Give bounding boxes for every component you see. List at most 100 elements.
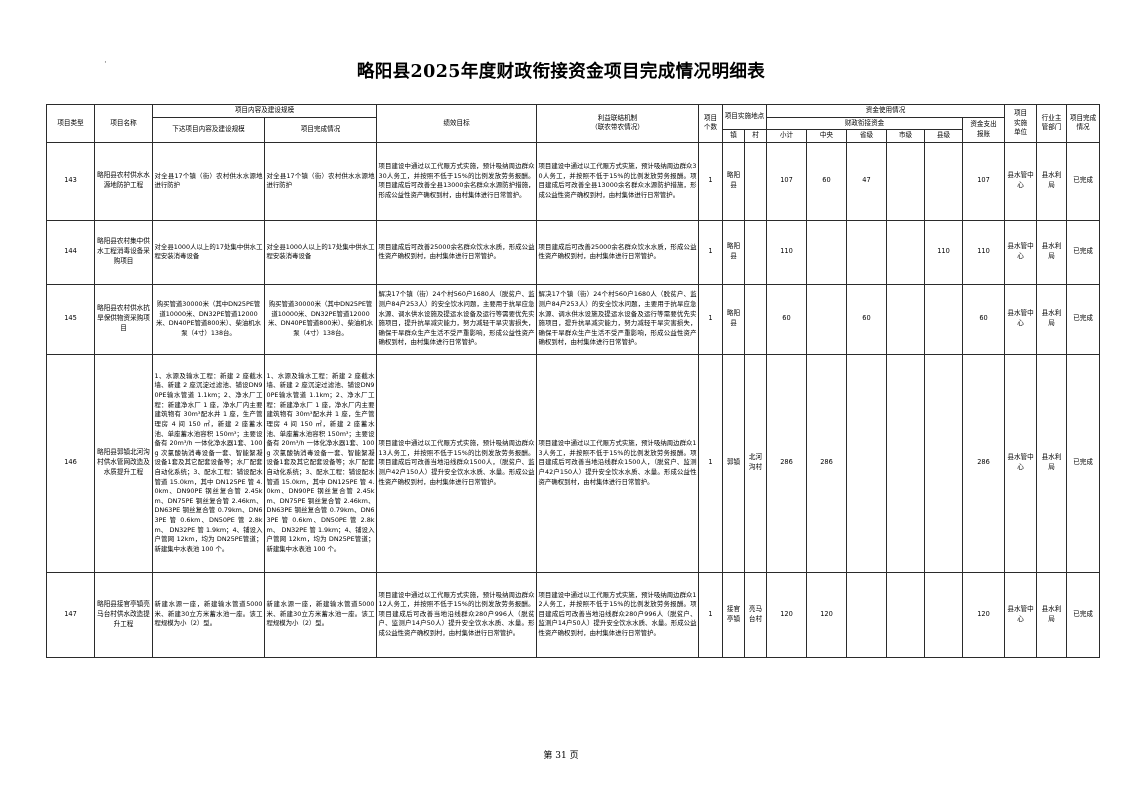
cell-content-completed: 对全县1000人以上的17处集中供水工程安装消毒设备 <box>264 219 377 285</box>
cell-county <box>924 353 963 573</box>
cell-location-town: 略阳县 <box>722 283 745 355</box>
cell-expenditure: 120 <box>961 571 1006 658</box>
th-project-name: 项目名称 <box>94 104 153 143</box>
cell-performance-goal: 项目建成后可改善25000余名群众饮水水质，形成公益性资产确权到村，由村集体进行… <box>376 219 537 285</box>
cell-supervising-dept: 县水利局 <box>1036 571 1068 658</box>
th-expenditure-line1: 资金支出 <box>970 120 997 129</box>
cell-project-name: 略阳县接官亭镇亮马台村供水改造提升工程 <box>94 571 153 658</box>
cell-central: 60 <box>806 141 847 221</box>
cell-project-type: 144 <box>46 219 95 285</box>
cell-location-town: 郭镇 <box>722 353 745 573</box>
cell-supervising-dept: 县水利局 <box>1036 283 1068 355</box>
th-content-issued: 下达项目内容及建设规模 <box>152 116 265 143</box>
cell-expenditure: 107 <box>961 141 1006 221</box>
cell-impl-unit: 县水管中心 <box>1004 141 1038 221</box>
th-supervising-dept: 行业主 管部门 <box>1036 104 1068 143</box>
th-expenditure: 资金支出 报账 <box>961 116 1006 143</box>
cell-central: 120 <box>806 571 847 658</box>
th-project-count-line1: 项目 <box>703 113 718 122</box>
cell-county <box>924 283 963 355</box>
cell-county: 110 <box>924 219 963 285</box>
cell-municipal <box>886 353 925 573</box>
cell-completion-status: 已完成 <box>1066 571 1101 658</box>
cell-project-type: 145 <box>46 283 95 355</box>
cell-central: 286 <box>806 353 847 573</box>
cell-impl-unit: 县水管中心 <box>1004 353 1038 573</box>
cell-location-town: 略阳县 <box>722 141 745 221</box>
th-project-type: 项目类型 <box>46 104 95 143</box>
cell-content-completed: 1、水源及输水工程：新建 2 座截水墙、新建 2 座沉淀过滤池、铺设DN90PE… <box>264 353 377 573</box>
cell-completion-status: 已完成 <box>1066 353 1101 573</box>
cell-supervising-dept: 县水利局 <box>1036 353 1068 573</box>
th-supervising-dept-line2: 管部门 <box>1041 123 1062 132</box>
cell-project-name: 略阳县郭镇北河沟村供水管网改造及水质提升工程 <box>94 353 153 573</box>
th-linked-fund: 财政衔接资金 <box>766 116 963 131</box>
cell-subtotal: 107 <box>766 141 807 221</box>
cell-location-town: 接官亭镇 <box>722 571 745 658</box>
cell-subtotal: 120 <box>766 571 807 658</box>
th-provincial: 省级 <box>846 129 887 143</box>
th-county: 县级 <box>924 129 963 143</box>
th-subtotal: 小计 <box>766 129 807 143</box>
cell-municipal <box>886 571 925 658</box>
th-benefit-mechanism: 利益联结机制 （联农带农情况） <box>536 104 699 143</box>
th-impl-unit-line3: 单位 <box>1013 128 1028 137</box>
th-content-completed: 项目完成情况 <box>264 116 377 143</box>
th-location-village: 村 <box>744 129 767 143</box>
cell-benefit-mechanism: 项目建设中通过以工代赈方式实施，预计吸纳周边群众13人务工，并按照不低于15%的… <box>536 353 699 573</box>
cell-performance-goal: 项目建设中通过以工代赈方式实施，预计吸纳周边群众13人务工，并按照不低于15%的… <box>376 353 537 573</box>
cell-provincial: 47 <box>846 141 887 221</box>
cell-location-village <box>744 283 767 355</box>
cell-location-town: 略阳县 <box>722 219 745 285</box>
th-performance-goal: 绩效目标 <box>376 104 537 143</box>
cell-supervising-dept: 县水利局 <box>1036 219 1068 285</box>
th-impl-unit-line1: 项目 <box>1013 109 1028 117</box>
cell-project-count: 1 <box>698 283 723 355</box>
cell-impl-unit: 县水管中心 <box>1004 219 1038 285</box>
cell-completion-status: 已完成 <box>1066 141 1101 221</box>
page-title: 略阳县2025年度财政衔接资金项目完成情况明细表 <box>356 62 766 82</box>
cell-central <box>806 283 847 355</box>
cell-supervising-dept: 县水利局 <box>1036 141 1068 221</box>
cell-performance-goal: 项目建设中通过以工代赈方式实施，预计吸纳周边群众12人务工，并按照不低于15%的… <box>376 571 537 658</box>
cell-subtotal: 60 <box>766 283 807 355</box>
cell-municipal <box>886 283 925 355</box>
cell-content-issued: 新建水源一座，新建输水管道5000米、新建30立方米蓄水池一座。该工程规模为小（… <box>152 571 265 658</box>
th-supervising-dept-line1: 行业主 <box>1041 113 1062 122</box>
cell-project-type: 147 <box>46 571 95 658</box>
cell-impl-unit: 县水管中心 <box>1004 571 1038 658</box>
cell-expenditure: 60 <box>961 283 1006 355</box>
th-benefit-mechanism-line1: 利益联结机制 <box>597 113 638 122</box>
cell-completion-status: 已完成 <box>1066 219 1101 285</box>
th-completion-status: 项目完成 情况 <box>1066 104 1101 143</box>
table-row: 147 略阳县接官亭镇亮马台村供水改造提升工程 新建水源一座，新建输水管道500… <box>46 571 1101 658</box>
table-row: 145 略阳县农村供水抗旱保供物资采购项目 购买管道30000米（其中DN25P… <box>46 283 1101 355</box>
cell-subtotal: 286 <box>766 353 807 573</box>
cell-performance-goal: 项目建设中通过以工代赈方式实施，预计吸纳周边群众30人务工，并按照不低于15%的… <box>376 141 537 221</box>
cell-location-village: 亮马台村 <box>744 571 767 658</box>
th-completion-status-line2: 情况 <box>1076 123 1090 132</box>
cell-project-type: 143 <box>46 141 95 221</box>
cell-performance-goal: 解决17个镇（街）24个村560户1680人（脱贫户、监测户84户253人）的安… <box>376 283 537 355</box>
cell-impl-unit: 县水管中心 <box>1004 283 1038 355</box>
th-fund-usage: 资金使用情况 <box>765 104 1006 118</box>
cell-content-issued: 1、水源及输水工程：新建 2 座截水墙、新建 2 座沉淀过滤池、铺设DN90PE… <box>152 353 265 573</box>
cell-project-name: 略阳县农村供水抗旱保供物资采购项目 <box>94 283 153 355</box>
cell-project-count: 1 <box>698 219 723 285</box>
table-head: 项目类型 项目名称 项目内容及建设规模 绩效目标 利益联结机制 （联农带农情况）… <box>46 103 1101 143</box>
cell-project-type: 146 <box>46 353 95 573</box>
cell-benefit-mechanism: 项目建设中通过以工代赈方式实施，预计吸纳周边群众12人务工，并按照不低于15%的… <box>536 571 699 658</box>
cell-subtotal: 110 <box>766 219 807 285</box>
cell-project-count: 1 <box>698 141 723 221</box>
table-row: 146 略阳县郭镇北河沟村供水管网改造及水质提升工程 1、水源及输水工程：新建 … <box>46 353 1101 573</box>
cell-content-completed: 购买管道30000米（其中DN25PE管道10000米、DN32PE管道1200… <box>264 283 377 355</box>
cell-county <box>924 141 963 221</box>
cell-benefit-mechanism: 项目建成后可改善25000余名群众饮水水质，形成公益性资产确权到村，由村集体进行… <box>536 219 699 285</box>
th-benefit-mechanism-line2: （联农带农情况） <box>591 123 644 132</box>
th-project-count-line2: 个数 <box>703 123 718 132</box>
cell-benefit-mechanism: 项目建设中通过以工代赈方式实施，预计吸纳周边群众30人务工，并按照不低于15%的… <box>536 141 699 221</box>
cell-location-village <box>744 141 767 221</box>
cell-provincial: 60 <box>846 283 887 355</box>
cell-provincial <box>846 571 887 658</box>
